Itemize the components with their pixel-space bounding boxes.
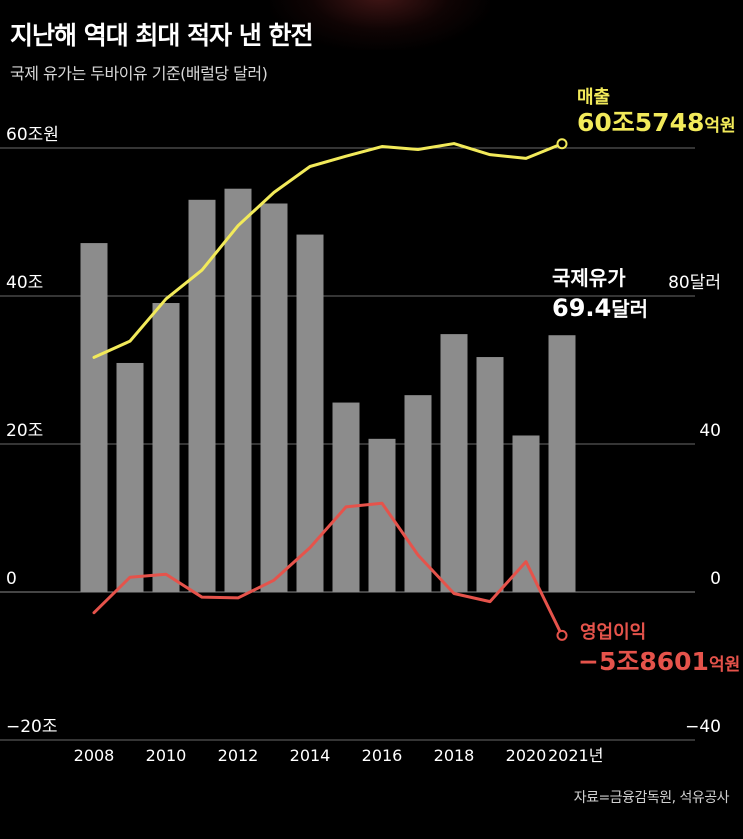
oil-bar	[332, 402, 360, 592]
y-left-tick: 0	[6, 569, 17, 589]
x-tick: 2016	[362, 746, 403, 765]
axis-ticks: 60조원 40조 20조 0 −20조 80달러 40 0 −40 2008 2010 2012 201…	[6, 125, 721, 765]
operating-profit-end-marker	[556, 629, 568, 641]
sales-value-main: 60조5748	[577, 108, 704, 137]
sales-line	[92, 142, 564, 359]
y-left-tick: 60조원	[6, 125, 59, 145]
x-tick: 2021년	[548, 746, 603, 765]
oil-bar	[80, 243, 108, 592]
oil-bar	[476, 357, 504, 592]
oil-label: 국제유가	[552, 266, 626, 290]
sales-label: 매출	[577, 87, 610, 108]
source-note: 자료=금융감독원, 석유공사	[573, 790, 730, 806]
oil-bar	[548, 335, 576, 592]
operating-profit-value-main: −5조8601	[578, 647, 709, 676]
y-right-tick: 0	[710, 569, 721, 589]
operating-profit-line	[92, 501, 564, 637]
page-subtitle: 국제 유가는 두바이유 기준(배럴당 달러)	[10, 64, 268, 83]
y-left-tick: 40조	[6, 273, 43, 293]
operating-profit-value-unit: 억원	[709, 655, 740, 675]
oil-price-bars	[80, 188, 576, 593]
oil-bar	[224, 188, 252, 592]
x-tick: 2012	[218, 746, 259, 765]
y-right-tick: 40	[699, 421, 721, 441]
sales-value: 60조5748억원	[577, 108, 736, 137]
x-tick: 2008	[74, 746, 115, 765]
x-tick: 2018	[434, 746, 475, 765]
x-tick: 2014	[290, 746, 331, 765]
oil-bar	[188, 199, 216, 593]
y-left-tick: −20조	[6, 717, 58, 737]
oil-bar	[152, 303, 180, 592]
operating-profit-value: −5조8601억원	[578, 647, 740, 676]
y-right-tick: 80달러	[668, 273, 721, 293]
sales-end-marker	[556, 138, 568, 150]
oil-value-main: 69.4	[552, 294, 611, 322]
oil-bar	[440, 334, 468, 592]
oil-bar	[260, 203, 288, 592]
sales-value-unit: 억원	[704, 116, 735, 136]
operating-profit-label: 영업이익	[580, 622, 646, 643]
y-right-tick: −40	[685, 717, 721, 737]
oil-bar	[404, 395, 432, 592]
oil-bar	[116, 362, 144, 592]
oil-bar	[512, 435, 540, 592]
y-left-tick: 20조	[6, 421, 43, 441]
page-title: 지난해 역대 최대 적자 낸 한전	[10, 21, 314, 50]
oil-value: 69.4달러	[552, 294, 648, 322]
oil-bar	[296, 234, 324, 592]
series-lines	[92, 138, 568, 641]
x-tick: 2010	[146, 746, 187, 765]
x-tick: 2020	[506, 746, 547, 765]
oil-value-unit: 달러	[611, 297, 648, 321]
